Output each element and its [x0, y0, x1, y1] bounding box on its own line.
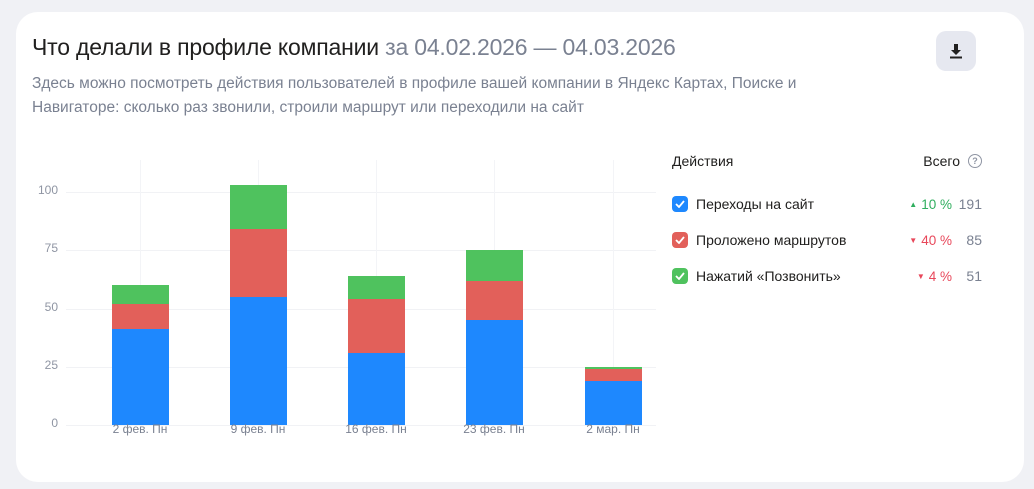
help-icon[interactable]: ?: [968, 154, 982, 168]
y-axis-tick: 0: [51, 416, 58, 430]
x-axis-label: 2 фев. Пн: [112, 422, 168, 436]
legend-item[interactable]: Нажатий «Позвонить» ▼ 4 % 51: [672, 258, 982, 294]
delta-value: 10 %: [921, 196, 952, 212]
bar-stack[interactable]: [112, 285, 169, 425]
delta-value: 40 %: [921, 232, 952, 248]
bar-segment[interactable]: [348, 299, 405, 353]
trend-up-icon: ▲: [909, 199, 918, 209]
trend-delta: ▼ 40 %: [909, 233, 952, 248]
trend-down-icon: ▼: [916, 271, 925, 281]
legend-item[interactable]: Переходы на сайт ▲ 10 % 191: [672, 186, 982, 222]
y-axis-tick: 75: [44, 241, 58, 256]
legend-checkbox[interactable]: [672, 268, 688, 284]
gridline-vertical: [613, 160, 614, 413]
bar-segment[interactable]: [466, 280, 523, 321]
bar-segment[interactable]: [230, 185, 287, 230]
trend-down-icon: ▼: [909, 235, 918, 245]
download-icon: [950, 44, 962, 59]
gridline: [66, 425, 656, 426]
legend-label: Нажатий «Позвонить»: [696, 268, 841, 284]
legend-checkbox[interactable]: [672, 232, 688, 248]
legend-label: Переходы на сайт: [696, 196, 814, 212]
check-icon: [675, 200, 685, 208]
x-axis-label: 9 фев. Пн: [230, 422, 286, 436]
x-axis-label: 2 мар. Пн: [586, 422, 640, 436]
page-title: Что делали в профиле компании за 04.02.2…: [32, 34, 676, 61]
total-value: 191: [958, 196, 982, 212]
trend-delta: ▼ 4 %: [917, 269, 952, 284]
bar-segment[interactable]: [348, 352, 405, 425]
legend-label: Проложено маршрутов: [696, 232, 847, 248]
legend: Действия Всего ? Переходы на сайт ▲ 10 %…: [672, 150, 982, 294]
legend-total-header: Всего: [923, 153, 960, 169]
bar-segment[interactable]: [466, 250, 523, 281]
x-axis-label: 16 фев. Пн: [345, 422, 407, 436]
y-axis-tick: 50: [44, 299, 58, 314]
description: Здесь можно посмотреть действия пользова…: [32, 75, 797, 116]
legend-checkbox[interactable]: [672, 196, 688, 212]
legend-actions-header: Действия: [672, 153, 734, 169]
download-button[interactable]: [936, 31, 976, 71]
check-icon: [675, 236, 685, 244]
check-icon: [675, 272, 685, 280]
delta-value: 4 %: [928, 268, 952, 284]
bar-segment[interactable]: [348, 275, 405, 300]
bar-segment[interactable]: [585, 380, 642, 425]
gridline: [66, 250, 656, 252]
title-text: Что делали в профиле компании: [32, 34, 379, 60]
bar-segment[interactable]: [112, 329, 169, 425]
legend-item[interactable]: Проложено маршрутов ▼ 40 % 85: [672, 222, 982, 258]
gridline: [66, 192, 656, 193]
bar-segment[interactable]: [112, 285, 169, 304]
bar-stack[interactable]: [466, 250, 523, 425]
trend-delta: ▲ 10 %: [909, 197, 952, 212]
date-range: за 04.02.2026 — 04.03.2026: [385, 34, 676, 60]
bar-stack[interactable]: [348, 275, 405, 425]
bar-segment[interactable]: [112, 303, 169, 330]
y-axis-tick: 25: [44, 357, 58, 372]
bar-segment[interactable]: [230, 296, 287, 425]
bar-stack[interactable]: [230, 185, 287, 425]
total-value: 51: [966, 268, 982, 284]
total-value: 85: [966, 232, 982, 248]
bar-segment[interactable]: [585, 366, 642, 370]
bar-segment[interactable]: [466, 320, 523, 425]
bar-segment[interactable]: [585, 369, 642, 381]
x-axis-label: 23 фев. Пн: [463, 422, 525, 436]
bar-stack[interactable]: [585, 366, 642, 425]
bar-segment[interactable]: [230, 229, 287, 297]
y-axis-tick: 100: [37, 183, 58, 197]
